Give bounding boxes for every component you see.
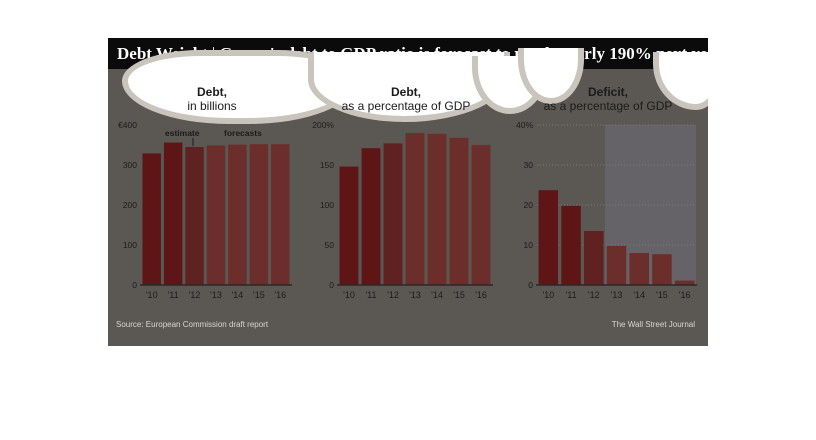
bar-charts: 0100200300€400'10'11'12'13'14'15'1605010…	[118, 120, 697, 300]
x-tick-label: '16	[475, 290, 487, 300]
panel1-subtitle: in billions	[187, 99, 237, 113]
bar	[163, 142, 183, 285]
panel2-subtitle: as a percentage of GDP	[341, 99, 471, 113]
x-tick-label: '11	[168, 290, 179, 300]
y-tick-label: 100	[123, 240, 137, 250]
bar	[361, 148, 381, 285]
chart-figure: Debt Weight|Greece's debt to GDP ratio i…	[108, 38, 708, 346]
bar	[652, 254, 672, 285]
y-tick-label: 0	[528, 280, 533, 290]
credit-note: The Wall Street Journal	[611, 320, 695, 329]
x-tick-label: '10	[343, 290, 355, 300]
y-tick-label: 50	[325, 240, 335, 250]
estimate-label: estimate	[165, 128, 200, 138]
y-tick-label: 10	[524, 240, 534, 250]
panel2-title: Debt,	[391, 85, 421, 99]
panel3-heading: Deficit, as a percentage of GDP	[533, 85, 683, 113]
bar	[142, 153, 161, 285]
panel1-title: Debt,	[197, 85, 227, 99]
bar	[339, 166, 359, 285]
x-tick-label: '11	[566, 290, 577, 300]
source-note: Source: European Commission draft report	[116, 320, 269, 329]
bar	[674, 280, 695, 285]
x-tick-label: '14	[232, 290, 244, 300]
bar	[206, 145, 226, 285]
panel2-heading: Debt, as a percentage of GDP	[331, 85, 481, 113]
x-tick-label: '15	[253, 290, 265, 300]
bar	[471, 145, 491, 285]
y-tick-label: 200%	[312, 120, 334, 130]
panel3-title: Deficit,	[587, 85, 628, 99]
y-tick-label: 20	[524, 200, 534, 210]
bar	[606, 245, 627, 285]
bar	[427, 133, 447, 285]
x-tick-label: '15	[453, 290, 465, 300]
x-tick-label: '13	[210, 290, 222, 300]
x-tick-label: '12	[387, 290, 399, 300]
bar	[629, 253, 649, 285]
panel3-subtitle: as a percentage of GDP	[543, 99, 673, 113]
y-tick-label: 300	[123, 160, 137, 170]
bar	[561, 205, 581, 285]
bar	[271, 144, 290, 285]
y-tick-label: 150	[320, 160, 334, 170]
x-tick-label: '13	[611, 290, 623, 300]
bar	[249, 144, 269, 285]
x-tick-label: '12	[588, 290, 600, 300]
y-tick-label: 30	[524, 160, 534, 170]
bar	[449, 137, 469, 285]
x-tick-label: '13	[409, 290, 421, 300]
x-tick-label: '15	[656, 290, 668, 300]
y-tick-label: €400	[118, 120, 137, 130]
bar	[584, 231, 604, 285]
y-tick-label: 0	[132, 280, 137, 290]
y-tick-label: 40%	[516, 120, 533, 130]
x-tick-label: '16	[679, 290, 691, 300]
y-tick-label: 200	[123, 200, 137, 210]
x-tick-label: '14	[431, 290, 443, 300]
bar	[383, 143, 403, 285]
x-tick-label: '10	[146, 290, 158, 300]
bar	[185, 147, 204, 285]
bar	[405, 133, 425, 285]
x-tick-label: '16	[274, 290, 286, 300]
y-tick-label: 100	[320, 200, 334, 210]
forecasts-label: forecasts	[224, 128, 262, 138]
bar	[538, 190, 559, 285]
y-tick-label: 0	[329, 280, 334, 290]
panel1-heading: Debt, in billions	[147, 85, 277, 113]
white-blot-shape	[653, 52, 708, 110]
bar	[228, 144, 247, 285]
x-tick-label: '11	[365, 290, 376, 300]
x-tick-label: '14	[633, 290, 645, 300]
x-tick-label: '10	[542, 290, 554, 300]
x-tick-label: '12	[189, 290, 201, 300]
